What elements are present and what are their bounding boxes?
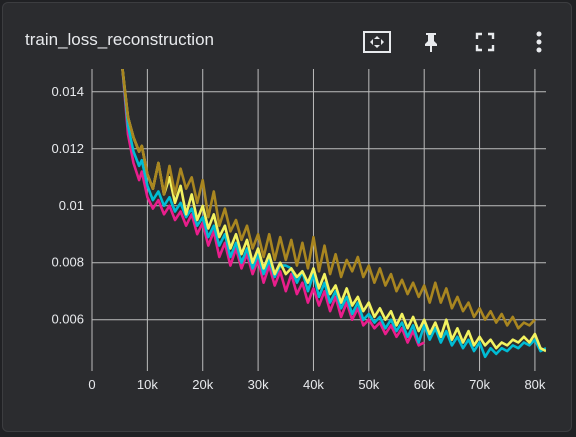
- series-line-3[interactable]: [121, 69, 547, 353]
- x-tick-label: 0: [88, 377, 95, 392]
- pin-icon: [425, 33, 437, 52]
- x-tick-label: 20k: [192, 377, 213, 392]
- y-tick-label: 0.006: [51, 312, 84, 327]
- series-line-2[interactable]: [121, 69, 547, 359]
- pin-button[interactable]: [415, 27, 447, 57]
- series-group: [121, 69, 547, 359]
- chart-toolbar: [361, 27, 555, 57]
- y-tick-label: 0.01: [59, 198, 84, 213]
- y-tick-label: 0.008: [51, 255, 84, 270]
- x-tick-label: 30k: [248, 377, 269, 392]
- x-tick-label: 50k: [358, 377, 379, 392]
- fit-domain-button[interactable]: [361, 27, 393, 57]
- y-tick-label: 0.014: [51, 84, 84, 99]
- fullscreen-button[interactable]: [469, 27, 501, 57]
- fullscreen-icon: [475, 32, 495, 52]
- chart-title: train_loss_reconstruction: [25, 30, 214, 49]
- series-line-4[interactable]: [121, 69, 536, 330]
- chart-card: train_loss_reconstruction: [2, 2, 572, 432]
- fit-domain-icon: [363, 31, 391, 53]
- axes: 0 10k 20k 30k 40k 50k 60k 70k 80k 0.006 0.008 0.01 0…: [51, 69, 546, 392]
- x-tick-label: 80k: [524, 377, 545, 392]
- series-line-1[interactable]: [121, 69, 425, 347]
- x-tick-label: 10k: [137, 377, 158, 392]
- more-vert-icon: [536, 31, 542, 53]
- more-options-button[interactable]: [523, 27, 555, 57]
- x-tick-label: 40k: [303, 377, 324, 392]
- grid-lines: [91, 69, 546, 371]
- x-tick-label: 70k: [469, 377, 490, 392]
- y-tick-label: 0.012: [51, 141, 84, 156]
- x-tick-label: 60k: [414, 377, 435, 392]
